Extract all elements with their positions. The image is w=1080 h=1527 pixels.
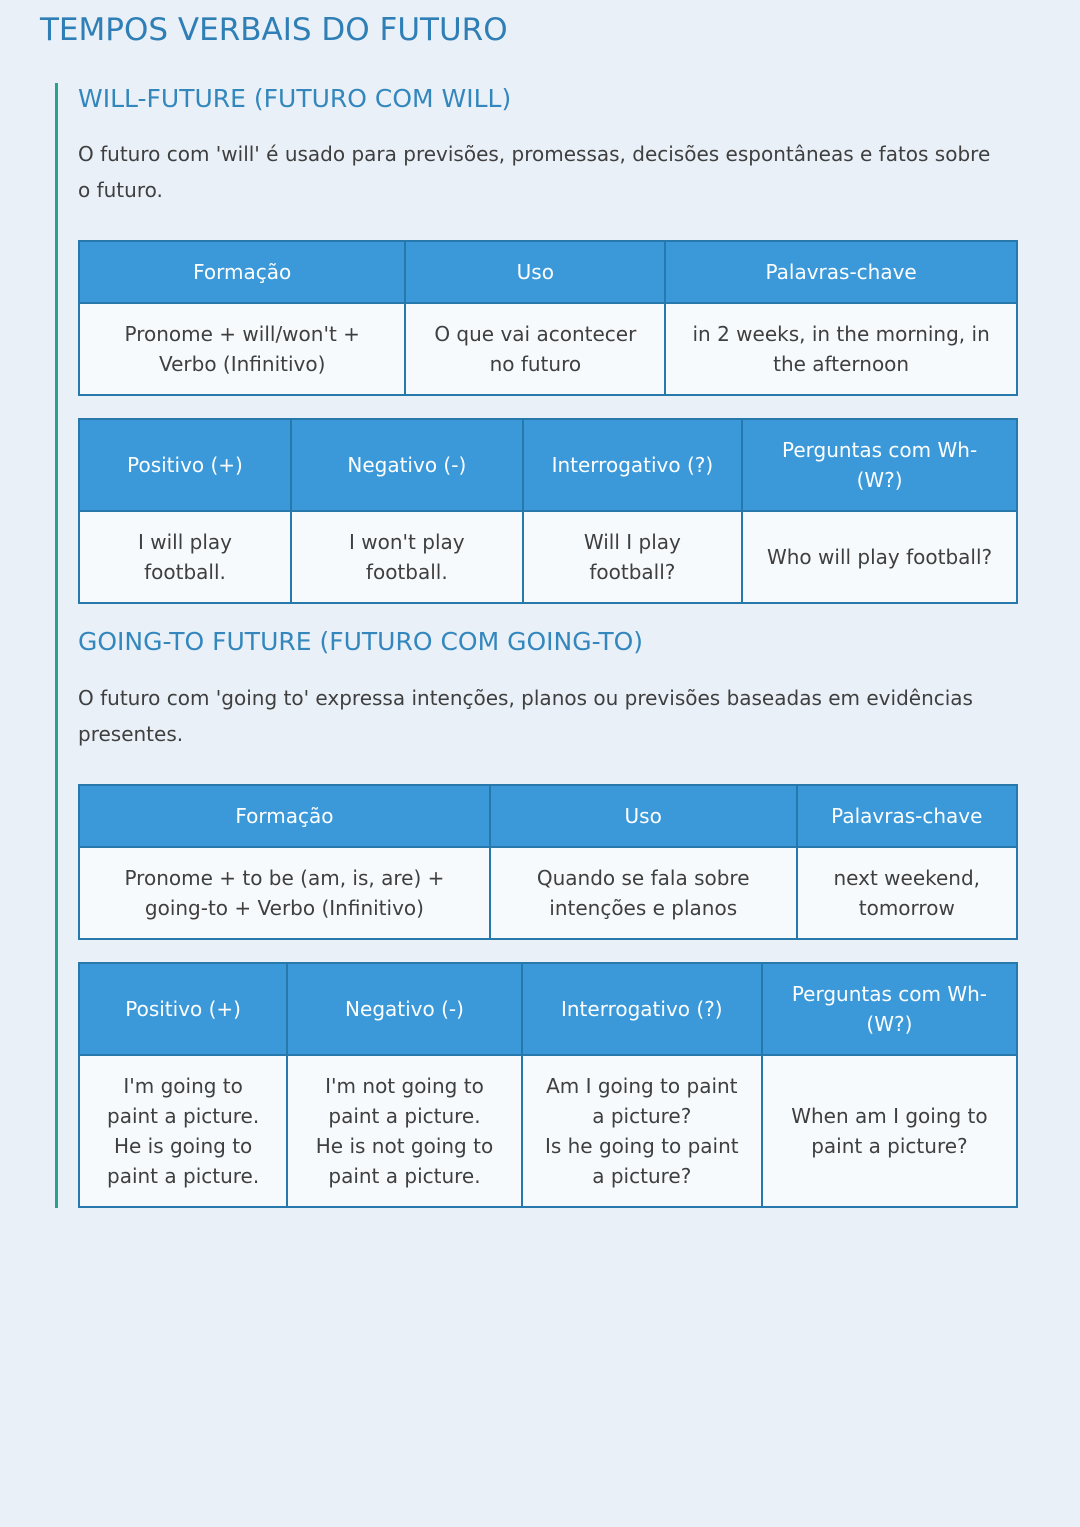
table-cell: I'm going to paint a picture. He is goin… bbox=[77, 1053, 289, 1208]
table-cell: next weekend, tomorrow bbox=[795, 845, 1019, 940]
column-header: Formação bbox=[78, 783, 491, 848]
section-description-goingto: O futuro com 'going to' expressa intençõ… bbox=[78, 685, 973, 746]
table-row: Pronome + to be (am, is, are) + going-to… bbox=[78, 845, 1019, 940]
section-group: WILL-FUTURE (FUTURO COM WILL) O futuro c… bbox=[55, 83, 1019, 1208]
goingto-overview-table: Formação Uso Palavras-chave Pronome + to… bbox=[78, 783, 1019, 940]
table-row: I'm going to paint a picture. He is goin… bbox=[77, 1053, 1019, 1208]
column-header: Formação bbox=[77, 240, 407, 305]
column-header: Interrogativo (?) bbox=[521, 418, 744, 513]
column-header: Positivo (+) bbox=[77, 961, 289, 1056]
will-overview-table: Formação Uso Palavras-chave Pronome + wi… bbox=[77, 240, 1018, 397]
column-header: Uso bbox=[404, 240, 667, 305]
will-forms-table: Positivo (+) Negativo (-) Interrogativo … bbox=[78, 418, 1018, 605]
column-header: Negativo (-) bbox=[289, 418, 524, 513]
column-header: Interrogativo (?) bbox=[520, 961, 763, 1056]
section-heading-goingto: GOING-TO FUTURE (FUTURO COM GOING-TO) bbox=[78, 627, 644, 657]
table-header-row: Formação Uso Palavras-chave bbox=[77, 240, 1018, 305]
table-cell: Who will play football? bbox=[741, 510, 1018, 605]
table-header-row: Formação Uso Palavras-chave bbox=[78, 783, 1019, 848]
column-header: Perguntas com Wh- (W?) bbox=[741, 418, 1018, 513]
column-header: Perguntas com Wh- (W?) bbox=[760, 961, 1019, 1056]
column-header: Negativo (-) bbox=[286, 961, 523, 1056]
table-cell: Pronome + will/won't + Verbo (Infinitivo… bbox=[77, 302, 407, 397]
section-heading-will: WILL-FUTURE (FUTURO COM WILL) bbox=[78, 84, 512, 114]
column-header: Palavras-chave bbox=[664, 240, 1018, 305]
table-cell: in 2 weeks, in the morning, in the after… bbox=[664, 302, 1018, 397]
section-description-will: O futuro com 'will' é usado para previsõ… bbox=[78, 142, 991, 203]
table-row: I will play football. I won't play footb… bbox=[78, 510, 1018, 605]
table-row: Pronome + will/won't + Verbo (Infinitivo… bbox=[77, 302, 1018, 397]
table-cell: Am I going to paint a picture? Is he goi… bbox=[520, 1053, 763, 1208]
column-header: Uso bbox=[488, 783, 798, 848]
table-header-row: Positivo (+) Negativo (-) Interrogativo … bbox=[77, 961, 1019, 1056]
goingto-forms-table: Positivo (+) Negativo (-) Interrogativo … bbox=[77, 961, 1019, 1208]
table-cell: I won't play football. bbox=[289, 510, 524, 605]
table-cell: Will I play football? bbox=[521, 510, 744, 605]
table-cell: Quando se fala sobre intenções e planos bbox=[488, 845, 798, 940]
table-cell: O que vai acontecer no futuro bbox=[404, 302, 667, 397]
table-cell: I'm not going to paint a picture. He is … bbox=[286, 1053, 523, 1208]
table-cell: When am I going to paint a picture? bbox=[760, 1053, 1019, 1208]
column-header: Palavras-chave bbox=[795, 783, 1019, 848]
table-header-row: Positivo (+) Negativo (-) Interrogativo … bbox=[78, 418, 1018, 513]
table-cell: I will play football. bbox=[78, 510, 292, 605]
table-cell: Pronome + to be (am, is, are) + going-to… bbox=[78, 845, 491, 940]
column-header: Positivo (+) bbox=[78, 418, 292, 513]
page-title: TEMPOS VERBAIS DO FUTURO bbox=[40, 12, 508, 48]
